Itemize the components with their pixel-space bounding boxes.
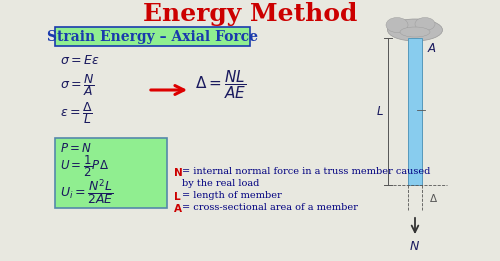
Text: $\Delta$: $\Delta$ <box>429 192 438 204</box>
Text: $\Delta = \dfrac{NL}{AE}$: $\Delta = \dfrac{NL}{AE}$ <box>195 69 246 101</box>
Text: Strain Energy – Axial Force: Strain Energy – Axial Force <box>47 29 258 44</box>
Text: = cross-sectional area of a member: = cross-sectional area of a member <box>182 204 358 212</box>
Text: $\mathbf{L}$: $\mathbf{L}$ <box>173 190 182 202</box>
Text: $A$: $A$ <box>427 43 437 56</box>
Text: $U_i = \dfrac{N^2L}{2AE}$: $U_i = \dfrac{N^2L}{2AE}$ <box>60 177 114 207</box>
Text: $\mathbf{N}$: $\mathbf{N}$ <box>173 166 183 178</box>
FancyBboxPatch shape <box>55 27 250 46</box>
Text: by the real load: by the real load <box>182 179 260 187</box>
Ellipse shape <box>386 17 408 33</box>
Text: Energy Method: Energy Method <box>143 2 357 26</box>
Ellipse shape <box>400 27 430 37</box>
Text: $U = \dfrac{1}{2}P\Delta$: $U = \dfrac{1}{2}P\Delta$ <box>60 153 109 179</box>
Text: $L$: $L$ <box>376 105 384 118</box>
Text: $P = N$: $P = N$ <box>60 141 92 155</box>
FancyBboxPatch shape <box>55 138 167 208</box>
Text: = length of member: = length of member <box>182 192 282 200</box>
Text: $\sigma = \dfrac{N}{A}$: $\sigma = \dfrac{N}{A}$ <box>60 72 94 98</box>
Text: $N$: $N$ <box>410 240 420 253</box>
Text: $\varepsilon = \dfrac{\Delta}{L}$: $\varepsilon = \dfrac{\Delta}{L}$ <box>60 100 92 126</box>
Text: = internal normal force in a truss member caused: = internal normal force in a truss membe… <box>182 168 430 176</box>
Ellipse shape <box>388 19 442 41</box>
Bar <box>408 38 422 185</box>
Text: $\sigma = E\varepsilon$: $\sigma = E\varepsilon$ <box>60 54 100 67</box>
Ellipse shape <box>415 17 435 31</box>
Text: $\mathbf{A}$: $\mathbf{A}$ <box>173 202 183 214</box>
